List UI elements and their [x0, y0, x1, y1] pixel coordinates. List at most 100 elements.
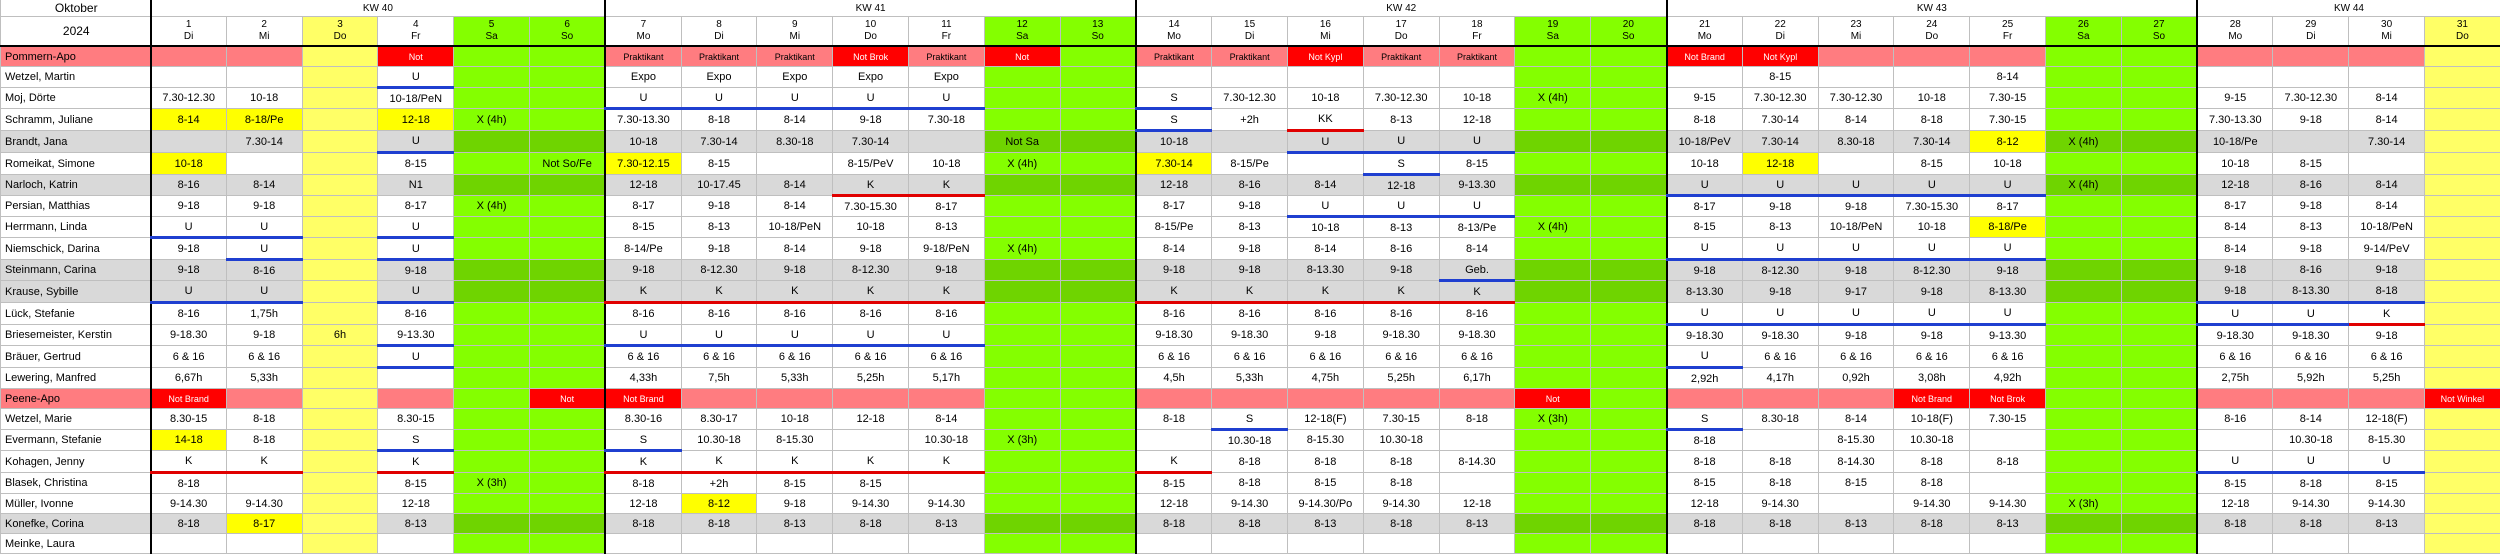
shift-cell[interactable]: U: [226, 238, 302, 260]
shift-cell[interactable]: 8-13: [1288, 514, 1364, 534]
shift-cell[interactable]: 4,33h: [605, 368, 681, 389]
shift-cell[interactable]: Not Brand: [1667, 46, 1743, 67]
shift-cell[interactable]: [2121, 131, 2197, 153]
employee-name[interactable]: Müller, Ivonne: [1, 494, 151, 514]
shift-cell[interactable]: Praktikant: [1212, 46, 1288, 67]
shift-cell[interactable]: 8-17: [1136, 196, 1212, 217]
shift-cell[interactable]: [529, 473, 605, 494]
shift-cell[interactable]: [2425, 534, 2500, 554]
shift-cell[interactable]: [2046, 389, 2122, 409]
shift-cell[interactable]: 9-14.30: [1363, 494, 1439, 514]
shift-cell[interactable]: 7.30-12.30: [151, 88, 227, 109]
employee-name[interactable]: Narloch, Katrin: [1, 175, 151, 196]
shift-cell[interactable]: X (4h): [1515, 88, 1591, 109]
shift-cell[interactable]: K: [605, 451, 681, 473]
shift-cell[interactable]: 8-18/Pe: [1970, 217, 2046, 238]
shift-cell[interactable]: 8-16: [151, 175, 227, 196]
shift-cell[interactable]: K: [757, 281, 833, 303]
shift-cell[interactable]: [1515, 346, 1591, 368]
shift-cell[interactable]: 10-18: [1439, 88, 1515, 109]
shift-cell[interactable]: [1667, 534, 1743, 554]
shift-cell[interactable]: [908, 473, 984, 494]
shift-cell[interactable]: [984, 217, 1060, 238]
shift-cell[interactable]: [2046, 409, 2122, 430]
shift-cell[interactable]: Praktikant: [757, 46, 833, 67]
shift-cell[interactable]: [1212, 389, 1288, 409]
shift-cell[interactable]: 8-18: [605, 473, 681, 494]
shift-cell[interactable]: Expo: [681, 67, 757, 88]
shift-cell[interactable]: [1742, 534, 1818, 554]
shift-cell[interactable]: U: [1894, 303, 1970, 325]
shift-cell[interactable]: U: [1288, 196, 1364, 217]
shift-cell[interactable]: 8.30-16: [605, 409, 681, 430]
shift-cell[interactable]: Not Brok: [833, 46, 909, 67]
shift-cell[interactable]: 8-16: [908, 303, 984, 325]
shift-cell[interactable]: U: [908, 88, 984, 109]
shift-cell[interactable]: [1591, 217, 1667, 238]
shift-cell[interactable]: U: [1667, 346, 1743, 368]
shift-cell[interactable]: [2425, 196, 2500, 217]
shift-cell[interactable]: 8-14.30: [1439, 451, 1515, 473]
shift-cell[interactable]: 9-14.30: [1970, 494, 2046, 514]
shift-cell[interactable]: 7.30-12.30: [1212, 88, 1288, 109]
shift-cell[interactable]: [2425, 281, 2500, 303]
shift-cell[interactable]: U: [2197, 451, 2273, 473]
shift-cell[interactable]: [1818, 153, 1894, 175]
shift-cell[interactable]: [2121, 260, 2197, 281]
shift-cell[interactable]: 8-18: [1363, 514, 1439, 534]
shift-cell[interactable]: [2425, 260, 2500, 281]
shift-cell[interactable]: [1591, 175, 1667, 196]
shift-cell[interactable]: 9-14/PeV: [2349, 238, 2425, 260]
shift-cell[interactable]: [2046, 281, 2122, 303]
shift-cell[interactable]: [1970, 473, 2046, 494]
shift-cell[interactable]: [2121, 451, 2197, 473]
shift-cell[interactable]: [2425, 217, 2500, 238]
shift-cell[interactable]: 9-18: [1818, 325, 1894, 346]
shift-cell[interactable]: 8-15: [1136, 473, 1212, 494]
shift-cell[interactable]: 8-18/Pe: [226, 109, 302, 131]
shift-cell[interactable]: [2425, 494, 2500, 514]
shift-cell[interactable]: [1060, 303, 1136, 325]
shift-cell[interactable]: 10-18: [605, 131, 681, 153]
shift-cell[interactable]: U: [1439, 131, 1515, 153]
shift-cell[interactable]: 8-18: [1667, 430, 1743, 451]
shift-cell[interactable]: 8-15: [2349, 473, 2425, 494]
shift-cell[interactable]: 10-18: [833, 217, 909, 238]
shift-cell[interactable]: [2349, 534, 2425, 554]
shift-cell[interactable]: Not So/Fe: [529, 153, 605, 175]
shift-cell[interactable]: [302, 67, 378, 88]
shift-cell[interactable]: [2046, 88, 2122, 109]
shift-cell[interactable]: [908, 389, 984, 409]
shift-cell[interactable]: S: [1363, 153, 1439, 175]
shift-cell[interactable]: 8-15: [757, 473, 833, 494]
shift-cell[interactable]: 5,92h: [2273, 368, 2349, 389]
shift-cell[interactable]: 9-18: [1212, 260, 1288, 281]
shift-cell[interactable]: [1060, 409, 1136, 430]
shift-cell[interactable]: U: [908, 325, 984, 346]
shift-cell[interactable]: U: [151, 281, 227, 303]
shift-cell[interactable]: [984, 534, 1060, 554]
shift-cell[interactable]: U: [1818, 303, 1894, 325]
shift-cell[interactable]: 8-14/Pe: [605, 238, 681, 260]
shift-cell[interactable]: 8-18: [1667, 109, 1743, 131]
shift-cell[interactable]: 8-13: [908, 514, 984, 534]
shift-cell[interactable]: [1515, 238, 1591, 260]
shift-cell[interactable]: 9-17: [1818, 281, 1894, 303]
shift-cell[interactable]: [1591, 303, 1667, 325]
shift-cell[interactable]: 8-13: [378, 514, 454, 534]
shift-cell[interactable]: 8-13.30: [1288, 260, 1364, 281]
shift-cell[interactable]: X (4h): [2046, 175, 2122, 196]
shift-cell[interactable]: [454, 346, 530, 368]
shift-cell[interactable]: U: [1363, 131, 1439, 153]
shift-cell[interactable]: [1439, 430, 1515, 451]
employee-name[interactable]: Krause, Sybille: [1, 281, 151, 303]
shift-cell[interactable]: 8-17: [605, 196, 681, 217]
shift-cell[interactable]: S: [605, 430, 681, 451]
shift-cell[interactable]: 0,92h: [1818, 368, 1894, 389]
shift-cell[interactable]: [2121, 175, 2197, 196]
shift-cell[interactable]: 9-13.30: [378, 325, 454, 346]
shift-cell[interactable]: [2349, 153, 2425, 175]
shift-cell[interactable]: [2425, 409, 2500, 430]
shift-cell[interactable]: [984, 368, 1060, 389]
shift-cell[interactable]: 8-18: [2273, 473, 2349, 494]
